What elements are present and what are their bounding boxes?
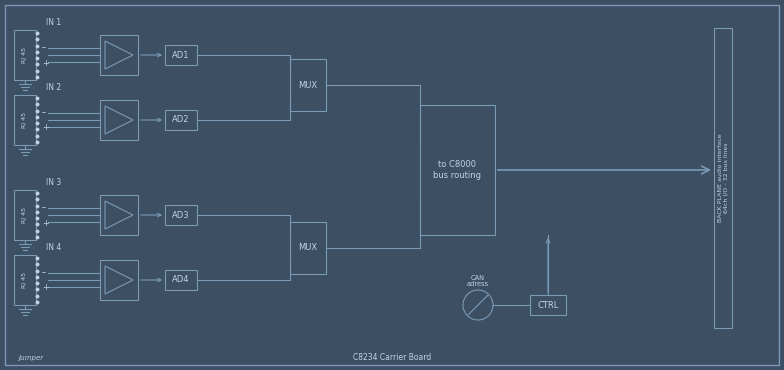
FancyBboxPatch shape [100, 100, 138, 140]
FancyBboxPatch shape [290, 222, 326, 274]
Text: to C8000
bus routing: to C8000 bus routing [434, 160, 481, 180]
Text: IN 2: IN 2 [46, 83, 62, 92]
Text: CTRL: CTRL [537, 300, 559, 309]
FancyBboxPatch shape [14, 95, 36, 145]
FancyBboxPatch shape [165, 205, 197, 225]
FancyBboxPatch shape [5, 5, 779, 365]
Text: –: – [42, 269, 46, 278]
FancyBboxPatch shape [165, 110, 197, 130]
FancyBboxPatch shape [14, 30, 36, 80]
Text: AD1: AD1 [172, 50, 190, 60]
Text: AD2: AD2 [172, 115, 190, 124]
Text: +: + [42, 283, 49, 293]
Text: –: – [42, 108, 46, 118]
Text: BACK PLANE audio interface
64ch I/O - 32 bus lines: BACK PLANE audio interface 64ch I/O - 32… [717, 134, 728, 222]
Text: RJ 45: RJ 45 [23, 207, 27, 223]
FancyBboxPatch shape [714, 28, 732, 328]
Text: RJ 45: RJ 45 [23, 272, 27, 288]
Text: AD4: AD4 [172, 276, 190, 285]
FancyBboxPatch shape [100, 195, 138, 235]
FancyBboxPatch shape [530, 295, 566, 315]
Text: RJ 45: RJ 45 [23, 47, 27, 63]
FancyBboxPatch shape [14, 255, 36, 305]
FancyBboxPatch shape [100, 35, 138, 75]
Text: +: + [42, 124, 49, 132]
Text: CAN
adress: CAN adress [467, 275, 489, 287]
Text: +: + [42, 219, 49, 228]
Text: RJ 45: RJ 45 [23, 112, 27, 128]
FancyBboxPatch shape [420, 105, 495, 235]
Text: Jumper: Jumper [18, 355, 43, 361]
Text: +: + [42, 58, 49, 67]
Text: MUX: MUX [299, 81, 318, 90]
FancyBboxPatch shape [14, 190, 36, 240]
Text: –: – [42, 44, 46, 53]
FancyBboxPatch shape [290, 59, 326, 111]
Text: C8234 Carrier Board: C8234 Carrier Board [353, 353, 431, 363]
Text: IN 3: IN 3 [46, 178, 62, 187]
FancyBboxPatch shape [100, 260, 138, 300]
Text: IN 1: IN 1 [46, 18, 62, 27]
Text: MUX: MUX [299, 243, 318, 252]
Text: IN 4: IN 4 [46, 243, 62, 252]
Text: –: – [42, 204, 46, 212]
FancyBboxPatch shape [165, 45, 197, 65]
FancyBboxPatch shape [165, 270, 197, 290]
Text: AD3: AD3 [172, 211, 190, 219]
